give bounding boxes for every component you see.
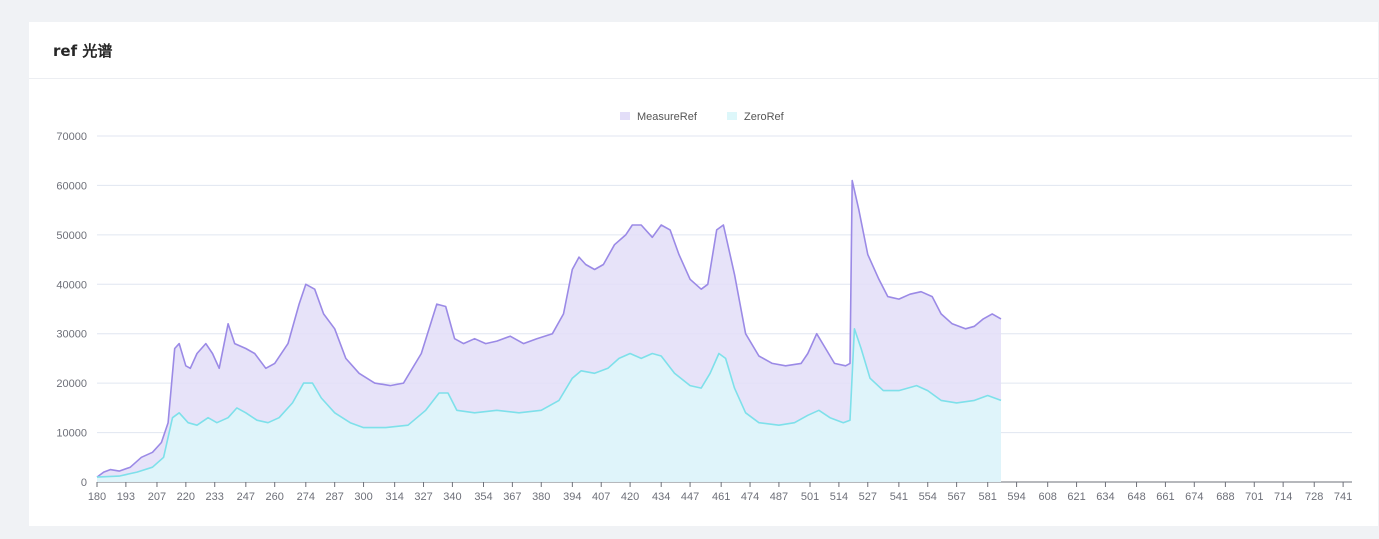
x-tick-label: 247 [237, 491, 255, 503]
x-tick-label: 474 [741, 491, 759, 503]
y-tick-label: 50000 [56, 230, 87, 242]
x-tick-label: 554 [919, 491, 937, 503]
x-tick-label: 701 [1245, 491, 1263, 503]
x-tick-label: 407 [592, 491, 610, 503]
y-tick-label: 70000 [56, 131, 87, 143]
x-tick-label: 714 [1274, 491, 1292, 503]
legend-swatch [620, 112, 630, 120]
x-tick-label: 314 [385, 491, 403, 503]
x-tick-label: 193 [117, 491, 135, 503]
y-tick-label: 60000 [56, 180, 87, 192]
x-tick-label: 541 [890, 491, 908, 503]
x-tick-label: 220 [177, 491, 195, 503]
y-tick-label: 30000 [56, 329, 87, 341]
x-tick-label: 380 [532, 491, 550, 503]
x-tick-label: 300 [354, 491, 372, 503]
x-tick-label: 327 [414, 491, 432, 503]
x-tick-label: 514 [830, 491, 848, 503]
x-tick-label: 180 [88, 491, 106, 503]
x-tick-label: 741 [1334, 491, 1352, 503]
x-tick-label: 434 [652, 491, 670, 503]
x-tick-label: 674 [1185, 491, 1203, 503]
x-tick-label: 688 [1216, 491, 1234, 503]
legend-label: MeasureRef [637, 111, 698, 123]
x-tick-label: 594 [1007, 491, 1025, 503]
x-tick-label: 567 [947, 491, 965, 503]
x-tick-label: 527 [859, 491, 877, 503]
y-tick-label: 0 [81, 477, 87, 489]
y-tick-label: 40000 [56, 279, 87, 291]
y-tick-label: 20000 [56, 378, 87, 390]
x-tick-label: 487 [770, 491, 788, 503]
x-tick-label: 661 [1156, 491, 1174, 503]
x-tick-label: 233 [206, 491, 224, 503]
x-tick-label: 367 [503, 491, 521, 503]
x-tick-label: 501 [801, 491, 819, 503]
card-header: ref 光谱 [29, 22, 1378, 79]
x-tick-label: 287 [325, 491, 343, 503]
series-line-2 [96, 328, 1002, 478]
series-area-2 [97, 328, 1001, 482]
x-tick-label: 621 [1067, 491, 1085, 503]
x-tick-label: 260 [266, 491, 284, 503]
x-tick-label: 728 [1305, 491, 1323, 503]
legend-label: ZeroRef [744, 111, 785, 123]
series-line-1 [96, 179, 1002, 478]
x-tick-label: 581 [979, 491, 997, 503]
x-tick-label: 207 [148, 491, 166, 503]
x-tick-label: 634 [1096, 491, 1114, 503]
card-title: ref 光谱 [53, 41, 113, 60]
x-tick-label: 447 [681, 491, 699, 503]
x-tick-label: 354 [474, 491, 492, 503]
y-tick-label: 10000 [56, 428, 87, 440]
x-tick-label: 340 [443, 491, 461, 503]
x-tick-label: 608 [1039, 491, 1057, 503]
legend-swatch [727, 112, 737, 120]
x-tick-label: 461 [712, 491, 730, 503]
x-tick-label: 394 [563, 491, 581, 503]
x-tick-label: 648 [1127, 491, 1145, 503]
x-tick-label: 274 [297, 491, 315, 503]
x-tick-label: 420 [621, 491, 639, 503]
